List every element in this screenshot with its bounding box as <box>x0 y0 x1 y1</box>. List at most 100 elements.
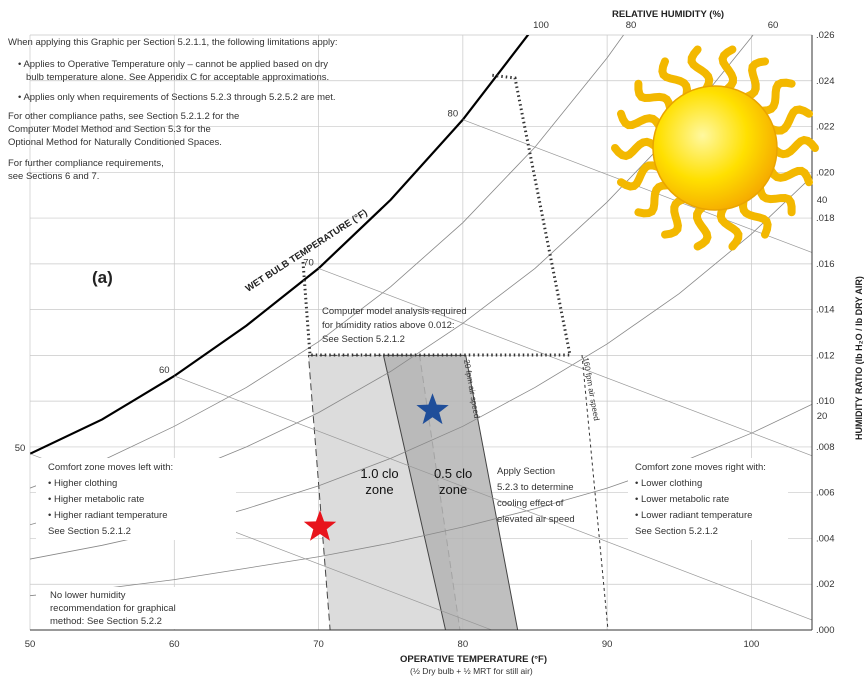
sun-ray <box>617 109 665 133</box>
y-tick-label: .024 <box>816 76 835 87</box>
panel-label: (a) <box>92 268 113 287</box>
intro-text: For other compliance paths, see Section … <box>8 111 239 122</box>
wet-bulb-line <box>174 375 812 621</box>
rh-label: 80 <box>626 20 637 31</box>
note-text: No lower humidity <box>50 590 126 601</box>
labels: .000 .002 .004 .006 .008 .010 .012 .014 .016 .018… <box>8 20 835 650</box>
x-axis-title: OPERATIVE TEMPERATURE (°F) <box>400 654 547 665</box>
y-tick-label: .012 <box>816 350 835 361</box>
air-speed-line <box>581 354 609 631</box>
note-background <box>628 458 788 540</box>
wet-bulb-line <box>462 119 812 253</box>
rh-curve <box>30 35 625 489</box>
x-tick-label: 70 <box>313 639 324 650</box>
note-text: recommendation for graphical <box>50 603 176 614</box>
wet-bulb-label: 70 <box>303 257 314 268</box>
zone-label: zone <box>439 482 467 497</box>
note-text: • Higher clothing <box>48 478 117 489</box>
note-text: elevated air speed <box>497 514 575 525</box>
x-tick-label: 100 <box>743 639 759 650</box>
wet-bulb-label: 60 <box>159 365 170 376</box>
note-text: Computer model analysis required <box>322 306 467 317</box>
sun-ray <box>716 201 743 251</box>
y-tick-label: .022 <box>816 122 835 133</box>
y-tick-label: .008 <box>816 442 835 453</box>
intro-text: When applying this Graphic per Section 5… <box>8 37 338 48</box>
rh-curve <box>30 403 812 597</box>
zone-label: zone <box>365 482 393 497</box>
sun-ray <box>634 79 675 115</box>
note-text: See Section 5.2.1.2 <box>48 526 131 537</box>
y-tick-label: .000 <box>816 625 835 636</box>
note-text: • Lower radiant temperature <box>635 510 752 521</box>
x-tick-label: 80 <box>458 639 469 650</box>
y-tick-label: .014 <box>816 305 835 316</box>
y-tick-label: .026 <box>816 30 835 41</box>
sun-ray <box>755 78 796 115</box>
note-text: • Higher radiant temperature <box>48 510 168 521</box>
intro-text: bulb temperature alone. See Appendix C f… <box>26 72 329 83</box>
star-marker <box>416 393 449 425</box>
y-tick-label: .020 <box>816 167 835 178</box>
sun-ray <box>755 181 796 217</box>
y-tick-label: .018 <box>816 213 835 224</box>
sun-ray <box>687 45 714 95</box>
y-tick-label: .010 <box>816 396 835 407</box>
sun-ray <box>718 45 738 95</box>
note-text: Comfort zone moves left with: <box>48 462 173 473</box>
intro-text: For further compliance requirements, <box>8 158 164 169</box>
sun-ray <box>692 201 712 251</box>
zone-label: 1.0 clo <box>360 466 398 481</box>
intro-text: • Applies to Operative Temperature only … <box>18 59 328 70</box>
note-text: See Section 5.2.1.2 <box>322 334 405 345</box>
intro-text: Computer Model Method and Section 5.3 fo… <box>8 124 211 135</box>
sun-ray <box>617 161 665 191</box>
y-tick-label: .002 <box>816 579 835 590</box>
y-tick-label: .006 <box>816 488 835 499</box>
x-tick-label: 90 <box>602 639 613 650</box>
air-speed-label: 160 fpm air speed <box>581 357 601 422</box>
sun-ray <box>658 57 692 102</box>
note-text: for humidity ratios above 0.012: <box>322 320 455 331</box>
sun-icon <box>611 45 819 251</box>
dotted-boundary <box>301 73 572 357</box>
note-text: 5.2.3 to determine <box>497 482 574 493</box>
note-background <box>36 587 204 629</box>
x-tick-label: 50 <box>25 639 36 650</box>
zones <box>307 354 519 631</box>
y-axis-title: HUMIDITY RATIO (lb H₂O / lb DRY AIR) <box>854 276 864 440</box>
note-background <box>36 458 236 540</box>
sun-ray <box>611 137 661 161</box>
x-tick-label: 60 <box>169 639 180 650</box>
note-text: • Lower clothing <box>635 478 702 489</box>
wet-bulb-label: 80 <box>448 109 459 120</box>
sun-ray <box>769 135 819 159</box>
note-text: See Section 5.2.1.2 <box>635 526 718 537</box>
wet-bulb-label: 50 <box>15 443 26 454</box>
sun-ray <box>634 181 675 218</box>
sun-ray <box>661 194 690 239</box>
rh-label: 60 <box>768 20 779 31</box>
sun-ray <box>740 57 769 102</box>
intro-text: Optional Method for Naturally Conditione… <box>8 137 222 148</box>
zone-label: 0.5 clo <box>434 466 472 481</box>
star-marker <box>303 510 337 541</box>
note-text: • Lower metabolic rate <box>635 494 729 505</box>
note-text: cooling effect of <box>497 498 564 509</box>
intro-text: • Applies only when requirements of Sect… <box>18 92 336 103</box>
note-text: Apply Section <box>497 466 555 477</box>
intro-text: see Sections 6 and 7. <box>8 171 99 182</box>
sun-ray <box>765 105 813 135</box>
y-tick-label: .016 <box>816 259 835 270</box>
rh-label: 40 <box>817 195 828 206</box>
wet-bulb-title: WET BULB TEMPERATURE (°F) <box>244 207 370 294</box>
y-tick-label: .004 <box>816 533 835 544</box>
sun-ray <box>738 194 772 239</box>
note-text: • Higher metabolic rate <box>48 494 144 505</box>
sun-disc <box>652 85 778 211</box>
wet-bulb-line <box>318 268 812 457</box>
sun-ray <box>765 163 813 187</box>
rh-label: 20 <box>817 411 828 422</box>
note-text: method: See Section 5.2.2 <box>50 616 162 627</box>
